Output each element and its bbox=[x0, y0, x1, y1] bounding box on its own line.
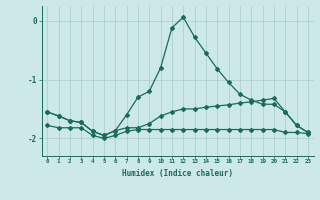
X-axis label: Humidex (Indice chaleur): Humidex (Indice chaleur) bbox=[122, 169, 233, 178]
